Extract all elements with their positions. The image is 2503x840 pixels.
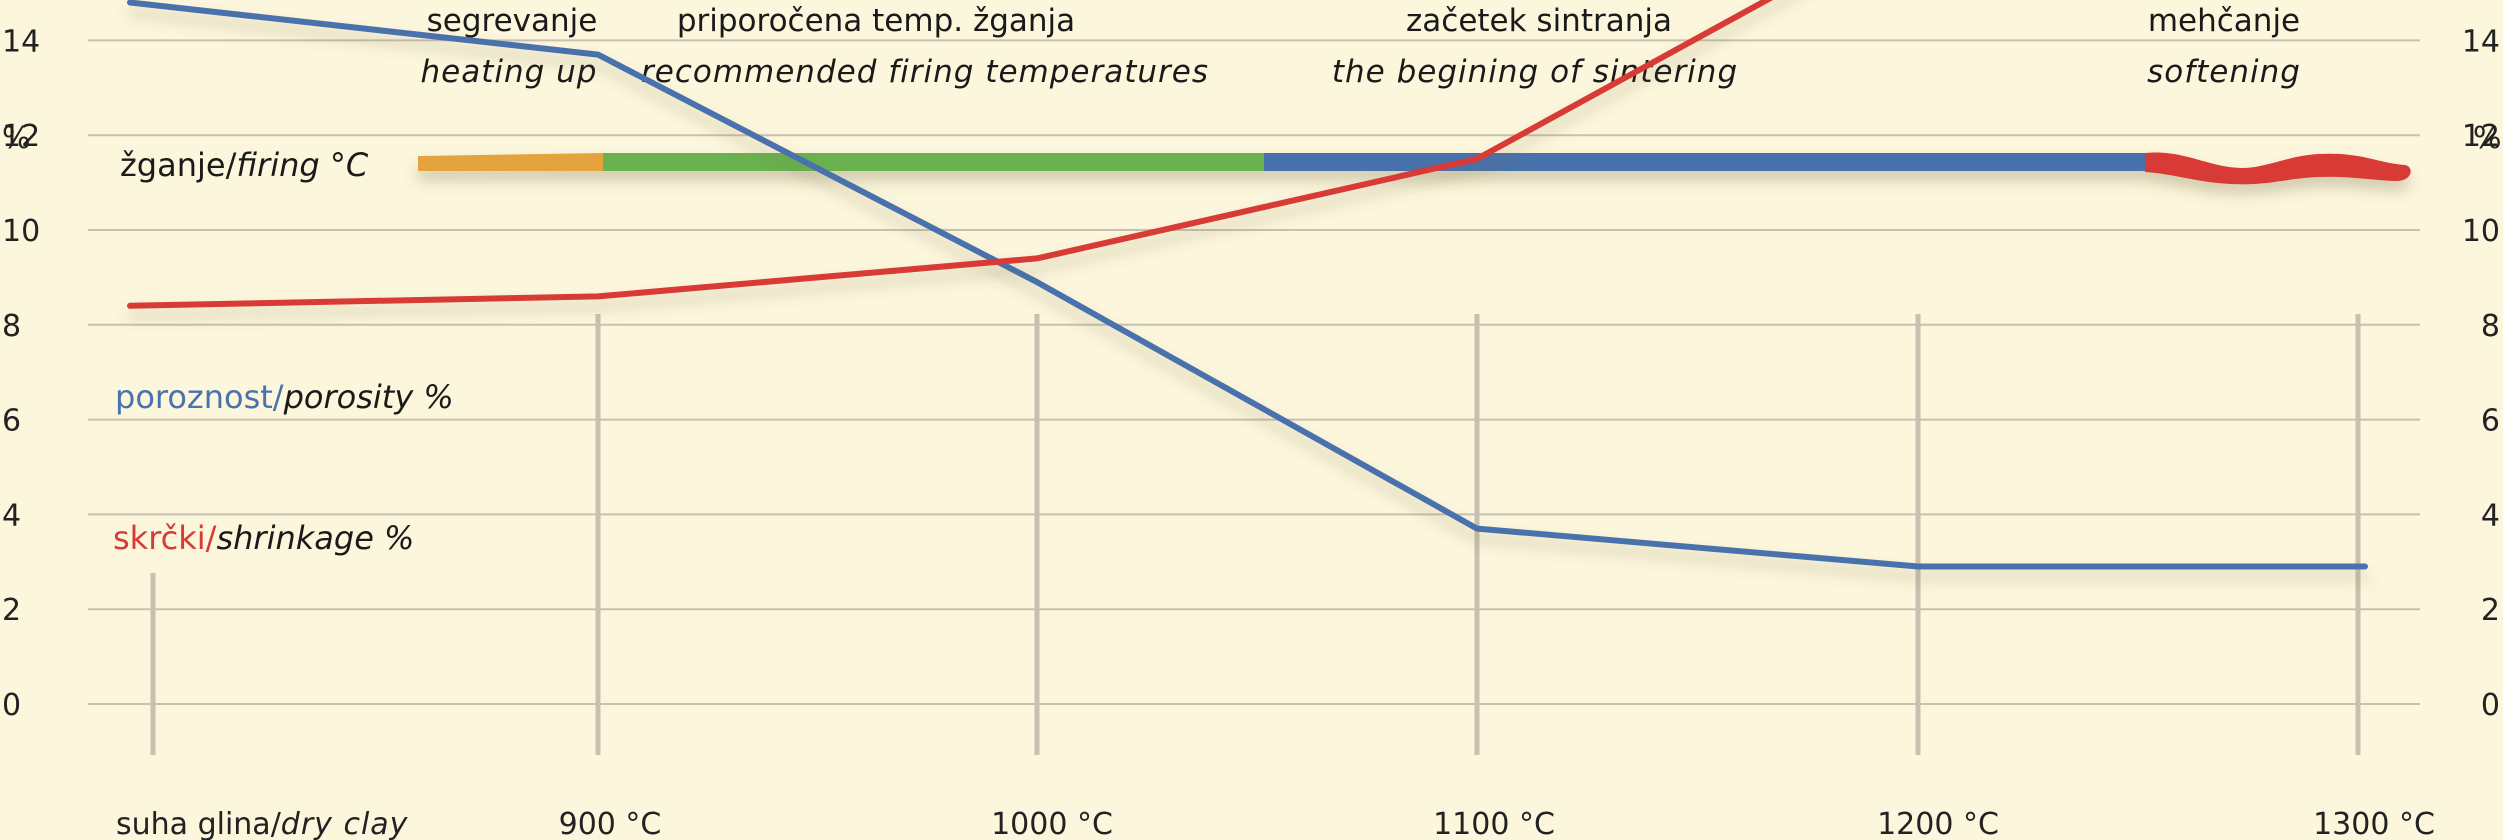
y-tick-left-2: 2 [2, 593, 21, 628]
firing-label-sl: žganje/ [120, 146, 237, 184]
series-label-shrinkage-en: shrinkage % [216, 519, 414, 557]
series-lines [127, 0, 2368, 570]
phase-softening-en: softening [2147, 54, 2301, 90]
firing-bar-softening [2145, 152, 2411, 185]
y-tick-right-0: 0 [2481, 688, 2500, 723]
y-tick-right-6: 6 [2481, 404, 2500, 439]
y-axis-ticks: 00224466881010121214141616181820202222 [2, 24, 2500, 723]
x-tick-5-sl: 1300 °C [2313, 807, 2435, 840]
series-label-shrinkage-sl: skrčki/ [113, 519, 217, 557]
phase-sintering-sl: začetek sintranja [1406, 3, 1672, 39]
firing-bar-sintering [1264, 153, 2147, 171]
x-tick-1-sl: 900 °C [559, 807, 662, 840]
y-tick-left-4: 4 [2, 498, 21, 533]
y-tick-left-10: 10 [2, 214, 40, 249]
y-tick-right-14: 14 [2462, 24, 2500, 59]
y-tick-left-8: 8 [2, 309, 21, 344]
firing-label: žganje/firing °C [120, 146, 369, 184]
x-tick-4-sl: 1200 °C [1877, 807, 1999, 840]
y-tick-left-14: 14 [2, 24, 40, 59]
phase-recommended-sl: priporočena temp. žganja [677, 3, 1075, 39]
firing-bar [418, 152, 2411, 185]
y-tick-right-12: 12 [2462, 119, 2500, 154]
phase-heating-en: heating up [421, 54, 598, 90]
series-label-shrinkage: skrčki/shrinkage % [113, 519, 414, 557]
phase-heating-sl: segrevanje [427, 3, 598, 39]
x-tick-3: 1100 °C [1433, 807, 1555, 840]
series-line-porosity [127, 0, 2368, 570]
series-label-porosity-sl: poroznost/ [115, 378, 284, 416]
phase-sintering-en: the begining of sintering [1332, 54, 1738, 90]
x-tick-2: 1000 °C [991, 807, 1113, 840]
series-label-porosity-en: porosity % [283, 378, 454, 416]
x-tick-0-en: dry clay [281, 807, 409, 840]
x-tick-0-sl: suha glina/ [116, 807, 282, 840]
y-tick-right-2: 2 [2481, 593, 2500, 628]
x-axis-ticks: suha glina/dry clay 900 °C 1000 °C 1100 °C 1… [116, 807, 2435, 840]
phase-headings: segrevanje heating up priporočena temp. … [421, 3, 2301, 90]
y-tick-right-8: 8 [2481, 309, 2500, 344]
firing-label-en: firing °C [236, 146, 368, 184]
phase-recommended-en: recommended firing temperatures [641, 54, 1209, 90]
y-tick-left-6: 6 [2, 404, 21, 439]
y-tick-left-12: 12 [2, 119, 40, 154]
x-tick-5: 1300 °C [2313, 807, 2435, 840]
y-tick-right-4: 4 [2481, 498, 2500, 533]
x-tick-0: suha glina/dry clay [116, 807, 409, 840]
phase-softening-sl: mehčanje [2148, 3, 2300, 39]
y-tick-left-0: 0 [2, 688, 21, 723]
x-tick-4: 1200 °C [1877, 807, 1999, 840]
x-tick-1: 900 °C [559, 807, 662, 840]
firing-bar-recommended [603, 153, 1265, 171]
firing-bar-heating [418, 153, 604, 171]
y-tick-right-10: 10 [2462, 214, 2500, 249]
series-line-shrinkage [127, 0, 1774, 309]
y-unit-right: % [2473, 121, 2502, 156]
x-tick-3-sl: 1100 °C [1433, 807, 1555, 840]
grid [88, 39, 2420, 755]
series-label-porosity: poroznost/porosity % [115, 378, 454, 416]
y-unit-left: % [2, 121, 31, 156]
x-tick-2-sl: 1000 °C [991, 807, 1113, 840]
